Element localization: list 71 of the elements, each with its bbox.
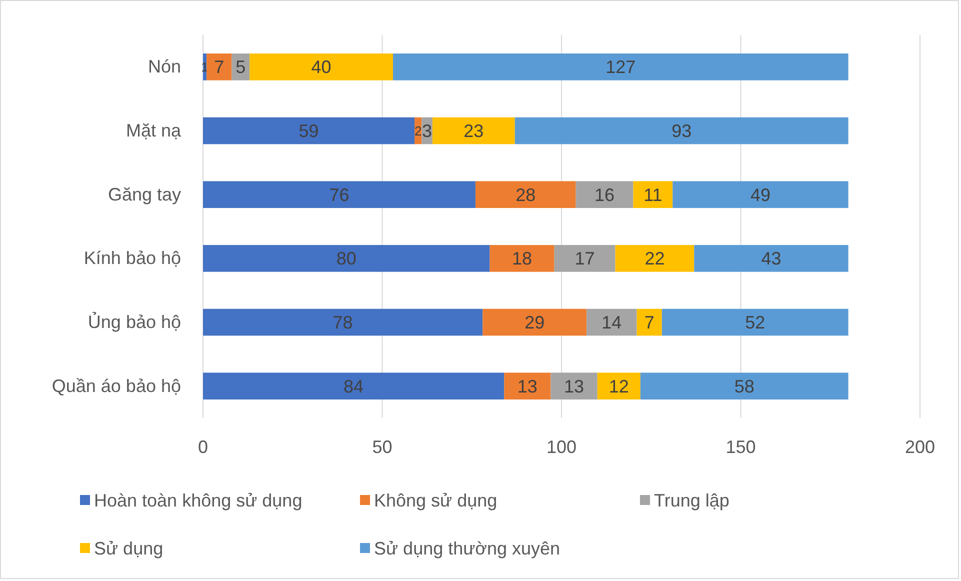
legend-label: Trung lập (654, 490, 730, 510)
data-label: 23 (464, 121, 484, 142)
data-label: 7 (644, 312, 654, 333)
data-label: 16 (594, 184, 615, 205)
legend-label: Sử dụng (94, 538, 164, 558)
y-tick-label: Quần áo bảo hộ (52, 376, 181, 396)
bar (203, 117, 415, 144)
bar (432, 117, 515, 144)
bar (203, 308, 483, 336)
bar (203, 372, 504, 400)
legend-label: Không sử dụng (374, 490, 498, 510)
bar (586, 308, 637, 336)
bar (576, 181, 634, 208)
bar (514, 117, 848, 144)
bar (672, 181, 848, 208)
x-tick-label: 50 (372, 436, 392, 457)
y-tick-label: Kính bảo hộ (84, 248, 181, 268)
data-label: 59 (298, 121, 319, 142)
bar (694, 245, 848, 272)
data-label: 12 (608, 376, 629, 396)
x-tick-label: 200 (904, 436, 936, 457)
data-label: 78 (332, 312, 353, 333)
y-tick-label: Ủng bảo hộ (88, 311, 181, 332)
bar (203, 181, 476, 208)
data-label: 76 (329, 184, 350, 205)
data-label: 58 (734, 376, 754, 396)
legend-label: Hoàn toàn không sử dụng (94, 490, 302, 510)
data-label: 40 (311, 57, 332, 78)
data-label: 13 (517, 376, 538, 396)
bar (490, 245, 554, 272)
data-label: 22 (644, 248, 665, 269)
data-label: 11 (644, 184, 662, 205)
data-label: 17 (574, 248, 595, 269)
bar (636, 308, 662, 336)
data-label: 7 (214, 57, 224, 78)
bar (206, 54, 232, 80)
data-label: 29 (524, 312, 545, 333)
bar (597, 372, 640, 400)
y-tick-label: Nón (148, 56, 181, 77)
bar (640, 372, 848, 400)
data-label: 84 (344, 376, 364, 396)
bar (615, 245, 694, 272)
legend-label: Sử dụng thường xuyên (374, 538, 560, 558)
y-tick-label: Găng tay (108, 184, 181, 204)
bar (504, 372, 551, 400)
data-label: 52 (745, 312, 766, 333)
bar (203, 245, 490, 272)
bar (554, 245, 616, 272)
data-label: 43 (761, 248, 782, 269)
bar (482, 308, 587, 336)
data-label: 18 (512, 248, 532, 269)
x-tick-label: 150 (726, 436, 756, 457)
data-label: 5 (236, 57, 246, 78)
data-label: 3 (422, 121, 432, 142)
data-label: 127 (606, 57, 636, 78)
data-label: 14 (602, 312, 622, 333)
data-label: 49 (750, 184, 770, 205)
y-tick-label: Mặt nạ (126, 120, 182, 141)
bar (250, 54, 394, 80)
bar (633, 181, 673, 208)
bar (393, 54, 848, 80)
data-label: 28 (516, 184, 536, 205)
data-label: 93 (672, 121, 692, 142)
data-label: 80 (336, 248, 356, 269)
bar (475, 181, 576, 208)
data-label: 13 (564, 376, 584, 396)
data-label: 2 (414, 123, 422, 138)
bar (550, 372, 598, 400)
x-tick-label: 100 (546, 436, 577, 457)
x-tick-label: 0 (198, 436, 208, 457)
bar (662, 308, 848, 336)
